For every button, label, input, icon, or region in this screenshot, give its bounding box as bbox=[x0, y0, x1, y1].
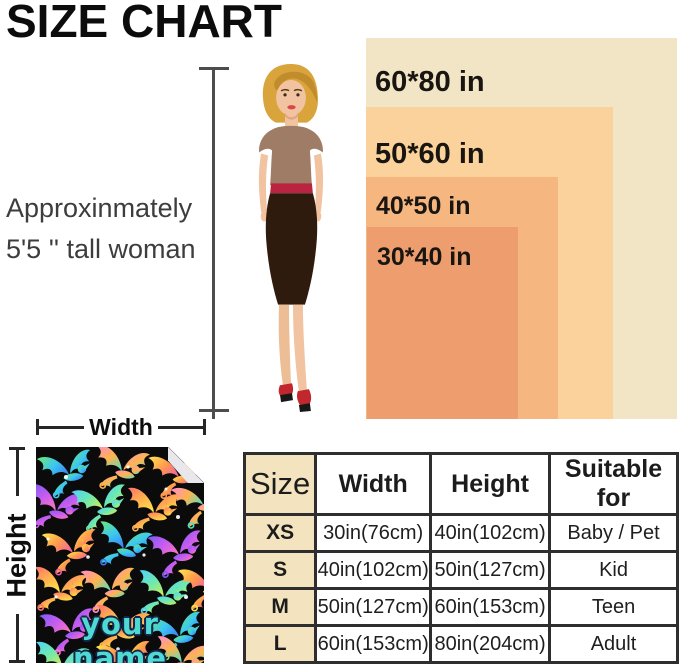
size-band-label-50x60: 50*60 in bbox=[375, 138, 485, 170]
cell-width: 40in(102cm) bbox=[314, 550, 433, 590]
cell-height: 40in(102cm) bbox=[429, 513, 552, 553]
table-row: XS 30in(76cm) 40in(102cm) Baby / Pet bbox=[242, 513, 679, 553]
cell-width: 30in(76cm) bbox=[314, 513, 433, 553]
size-band-30x40 bbox=[367, 227, 518, 419]
woman-hair-fringe bbox=[274, 71, 318, 102]
measure-cap-right bbox=[203, 419, 206, 435]
woman-shoes bbox=[278, 383, 312, 413]
table-row: M 50in(127cm) 60in(153cm) Teen bbox=[242, 587, 679, 627]
header-width: Width bbox=[314, 452, 433, 516]
size-table-body: XS 30in(76cm) 40in(102cm) Baby / Pet S 4… bbox=[242, 513, 679, 664]
table-header-row: Size Width Height Suitable for bbox=[242, 452, 679, 516]
measure-cap-left bbox=[36, 419, 39, 435]
woman-blouse bbox=[259, 125, 323, 186]
measure-cap-bottom bbox=[9, 660, 25, 663]
woman-face bbox=[276, 79, 306, 116]
measure-cap-top bbox=[9, 447, 25, 450]
size-table: Size Width Height Suitable for XS 30in(7… bbox=[242, 452, 679, 664]
height-label: Height bbox=[1, 513, 32, 597]
woman-skirt bbox=[265, 193, 318, 305]
model-height-measure-line bbox=[199, 67, 229, 419]
size-band-label-30x40: 30*40 in bbox=[377, 243, 472, 271]
dragon-pattern bbox=[36, 447, 204, 663]
measure-line bbox=[212, 67, 215, 419]
blanket-width-measure: Width bbox=[36, 413, 206, 441]
height-label-wrap: Height bbox=[1, 496, 32, 614]
measure-line bbox=[39, 425, 85, 429]
cell-size-l: L bbox=[242, 624, 318, 664]
cell-size-xs: XS bbox=[242, 513, 318, 553]
size-table-header: Size Width Height Suitable for bbox=[242, 452, 679, 516]
blanket-height-measure: Height bbox=[1, 447, 32, 663]
cell-suitable: Adult bbox=[548, 624, 679, 664]
page-title: SIZE CHART bbox=[6, 0, 282, 47]
measure-cap-bottom bbox=[199, 409, 229, 412]
size-band-label-40x50: 40*50 in bbox=[376, 192, 471, 220]
header-size: Size bbox=[242, 452, 318, 516]
cell-size-s: S bbox=[242, 550, 318, 590]
measure-line bbox=[15, 614, 19, 660]
measure-line bbox=[157, 425, 203, 429]
cell-width: 60in(153cm) bbox=[314, 624, 433, 664]
model-height-caption-line2: 5'5 '' tall woman bbox=[6, 234, 196, 264]
cell-height: 50in(127cm) bbox=[429, 550, 552, 590]
woman-illustration bbox=[258, 63, 324, 413]
pattern-dots bbox=[46, 465, 188, 651]
woman-belt bbox=[270, 183, 313, 194]
cell-suitable: Baby / Pet bbox=[548, 513, 679, 553]
header-height: Height bbox=[429, 452, 552, 516]
personalization-text: your name bbox=[72, 607, 168, 663]
woman-neck bbox=[285, 112, 298, 129]
woman-legs bbox=[278, 304, 307, 393]
blanket-preview: your name bbox=[36, 447, 204, 663]
measure-line bbox=[15, 450, 19, 496]
model-height-caption-line1: Approxinmately bbox=[6, 193, 193, 223]
cell-height: 80in(204cm) bbox=[429, 624, 552, 664]
model-height-caption: Approxinmately 5'5 '' tall woman bbox=[6, 188, 196, 270]
cell-suitable: Teen bbox=[548, 587, 679, 627]
size-band-label-60x80: 60*80 in bbox=[375, 66, 485, 98]
width-label: Width bbox=[89, 413, 153, 440]
cell-size-m: M bbox=[242, 587, 318, 627]
table-row: S 40in(102cm) 50in(127cm) Kid bbox=[242, 550, 679, 590]
cell-width: 50in(127cm) bbox=[314, 587, 433, 627]
cell-suitable: Kid bbox=[548, 550, 679, 590]
header-suitable-for: Suitable for bbox=[548, 452, 679, 516]
cell-height: 60in(153cm) bbox=[429, 587, 552, 627]
table-row: L 60in(153cm) 80in(204cm) Adult bbox=[242, 624, 679, 664]
